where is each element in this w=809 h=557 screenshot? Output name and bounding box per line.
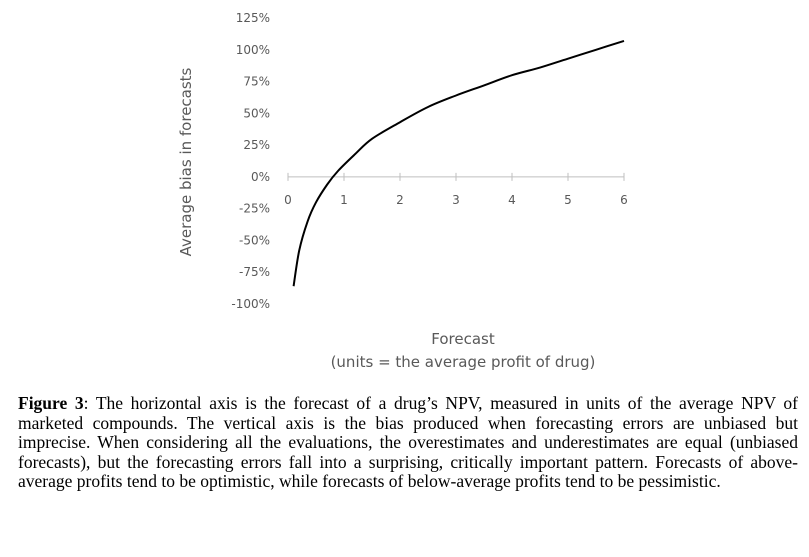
x-tick-label: 3 [452, 193, 460, 207]
x-tick-label: 0 [284, 193, 292, 207]
y-tick-label: 25% [243, 138, 270, 152]
y-tick-label: 75% [243, 75, 270, 89]
bias-curve [292, 39, 625, 287]
y-tick-label: 50% [243, 106, 270, 120]
x-axis-subtitle: (units = the average profit of drug) [331, 353, 596, 371]
caption-label: Figure 3 [18, 393, 84, 413]
x-tick-label: 5 [564, 193, 572, 207]
y-tick-label: 125% [236, 11, 270, 25]
figure-caption: Figure 3: The horizontal axis is the for… [18, 393, 798, 492]
y-tick-label: -25% [239, 202, 270, 216]
x-tick-label: 6 [620, 193, 628, 207]
x-tick-label: 2 [396, 193, 404, 207]
y-tick-label: 100% [236, 43, 270, 57]
caption-text: : The horizontal axis is the forecast of… [18, 393, 798, 491]
x-tick-labels: 0 1 2 3 4 5 6 [284, 193, 628, 207]
y-axis-title: Average bias in forecasts [177, 67, 195, 256]
x-tick-label: 1 [340, 193, 348, 207]
x-tick-marks [287, 172, 625, 181]
y-tick-label: 0% [251, 170, 270, 184]
y-tick-labels: 125% 100% 75% 50% 25% 0% -25% -50% -75% -100% [231, 11, 270, 311]
y-tick-label: -100% [231, 297, 270, 311]
y-tick-label: -50% [239, 233, 270, 247]
y-tick-label: -75% [239, 265, 270, 279]
x-axis-title: Forecast [431, 330, 495, 348]
x-tick-label: 4 [508, 193, 516, 207]
